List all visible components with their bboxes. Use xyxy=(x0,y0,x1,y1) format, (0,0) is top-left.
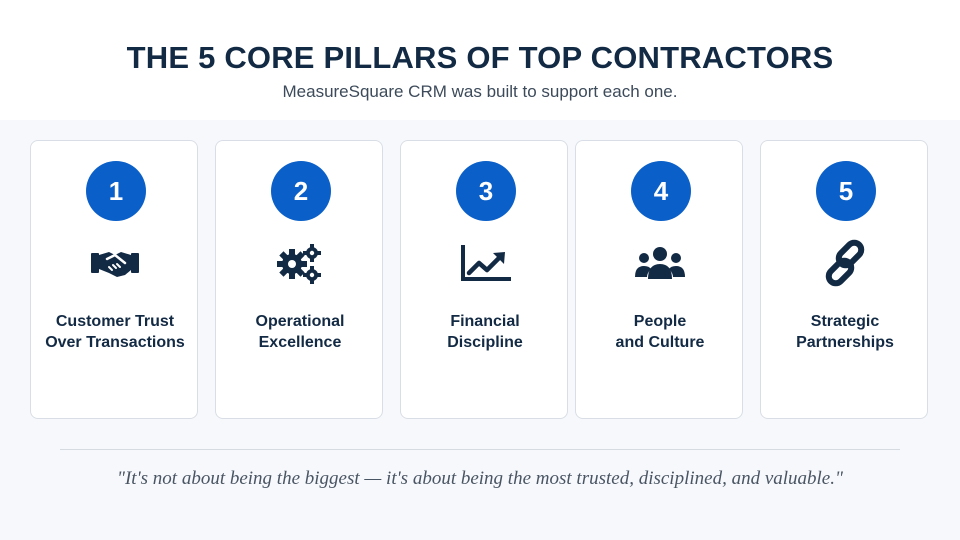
pillar-number-badge: 2 xyxy=(271,161,331,221)
pillar-card-4: 4 People and Culture xyxy=(575,140,743,419)
people-icon xyxy=(630,239,690,287)
divider xyxy=(60,449,900,450)
pillar-label: Financial Discipline xyxy=(447,313,523,351)
pillar-number-badge: 5 xyxy=(816,161,876,221)
pillar-card-2: 2 xyxy=(215,140,383,419)
pillar-card-1: 1 Customer Trust Over Transactions xyxy=(30,140,198,419)
pillar-label: Customer Trust Over Transactions xyxy=(45,313,185,351)
link-icon xyxy=(815,239,875,287)
pillar-card-5: 5 Strategic Partnerships xyxy=(760,140,928,419)
page-subtitle: MeasureSquare CRM was built to support e… xyxy=(282,82,678,101)
pillar-number-badge: 4 xyxy=(631,161,691,221)
pillar-number-badge: 1 xyxy=(86,161,146,221)
gears-icon xyxy=(270,239,330,287)
page-title: THE 5 CORE PILLARS OF TOP CONTRACTORS xyxy=(126,40,834,75)
pillar-number-badge: 3 xyxy=(456,161,516,221)
pillar-card-3: 3 Financial Discipline xyxy=(400,140,568,419)
quote-text: "It's not about being the biggest — it's… xyxy=(117,468,843,489)
pillar-label: Operational Excellence xyxy=(255,313,345,351)
pillar-label: Strategic Partnerships xyxy=(796,313,894,351)
header: THE 5 CORE PILLARS OF TOP CONTRACTORS Me… xyxy=(0,0,960,120)
pillar-label: People and Culture xyxy=(615,313,705,351)
handshake-icon xyxy=(85,239,145,287)
chart-line-icon xyxy=(455,239,515,287)
